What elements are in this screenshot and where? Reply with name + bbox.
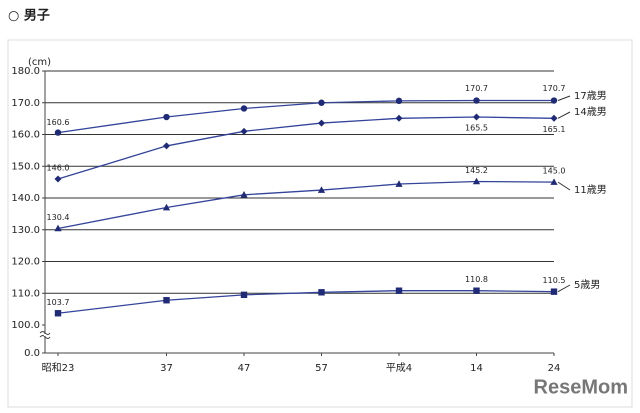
- marker: [240, 191, 248, 198]
- marker: [163, 142, 170, 150]
- marker: [163, 297, 170, 304]
- legend-leader: [557, 181, 571, 191]
- y-tick-label: 150.0: [11, 161, 40, 172]
- marker: [550, 97, 558, 104]
- legend-label: 14歳男: [574, 106, 607, 118]
- y-tick-label: 140.0: [11, 193, 40, 204]
- x-tick-label: 57: [315, 363, 328, 374]
- y-unit: (cm): [28, 57, 51, 68]
- axis-break: [39, 331, 51, 339]
- y-tick-label: 180.0: [11, 66, 40, 77]
- marker: [240, 127, 248, 135]
- x-tick-label: 37: [160, 363, 173, 374]
- marker: [472, 177, 481, 185]
- marker: [240, 291, 248, 299]
- chart-title: ○ 男子: [8, 9, 50, 24]
- marker: [473, 113, 480, 121]
- legend-label: 11歳男: [574, 184, 607, 196]
- marker: [318, 99, 325, 106]
- marker: [550, 178, 558, 185]
- marker: [54, 310, 62, 317]
- marker: [318, 289, 325, 296]
- marker: [550, 114, 558, 122]
- x-tick-label: 47: [238, 363, 251, 374]
- y-tick-label: 0.0: [24, 348, 40, 359]
- marker: [317, 186, 326, 193]
- marker: [162, 203, 171, 211]
- series-line: [57, 180, 555, 230]
- marker: [163, 113, 170, 121]
- marker: [54, 224, 62, 232]
- y-tick-label: 160.0: [11, 130, 40, 141]
- value-label: 146.0: [47, 163, 70, 172]
- value-label: 110.8: [465, 275, 488, 284]
- value-label: 145.2: [465, 166, 488, 175]
- value-label: 170.7: [543, 84, 566, 93]
- watermark: ReseMom: [534, 376, 628, 398]
- marker: [550, 288, 558, 295]
- legend-label: 17歳男: [574, 90, 607, 102]
- value-label: 165.1: [543, 125, 566, 134]
- marker: [395, 180, 403, 187]
- y-tick-label: 110.0: [11, 288, 40, 299]
- marker: [54, 175, 62, 183]
- value-label: 145.0: [543, 167, 566, 176]
- marker: [318, 119, 325, 127]
- x-tick-label: 14: [470, 363, 483, 374]
- value-label: 170.7: [465, 84, 488, 93]
- marker: [240, 105, 248, 112]
- value-label: 110.5: [543, 276, 566, 285]
- axis-break-gap: [44, 334, 46, 336]
- legend-label: 5歳男: [574, 279, 600, 291]
- y-tick-label: 100.0: [11, 320, 40, 331]
- legend-leader: [557, 284, 571, 293]
- marker: [395, 97, 403, 105]
- series-line: [57, 290, 555, 314]
- value-label: 103.7: [47, 298, 70, 307]
- value-label: 160.6: [47, 118, 70, 127]
- y-tick-label: 130.0: [11, 225, 40, 236]
- x-tick-label: 昭和23: [42, 362, 75, 374]
- marker: [395, 114, 403, 122]
- x-tick-label: 平成4: [386, 362, 412, 374]
- value-label: 130.4: [47, 213, 70, 222]
- legend-leader: [557, 95, 571, 101]
- marker: [395, 287, 403, 294]
- value-label: 165.5: [465, 124, 488, 133]
- y-tick-label: 120.0: [11, 257, 40, 268]
- x-tick-label: 24: [548, 363, 561, 374]
- marker: [473, 97, 480, 104]
- chart-frame: [7, 39, 633, 408]
- legend-leader: [557, 111, 571, 119]
- y-tick-label: 170.0: [11, 98, 40, 109]
- marker: [54, 129, 62, 136]
- marker: [473, 287, 480, 294]
